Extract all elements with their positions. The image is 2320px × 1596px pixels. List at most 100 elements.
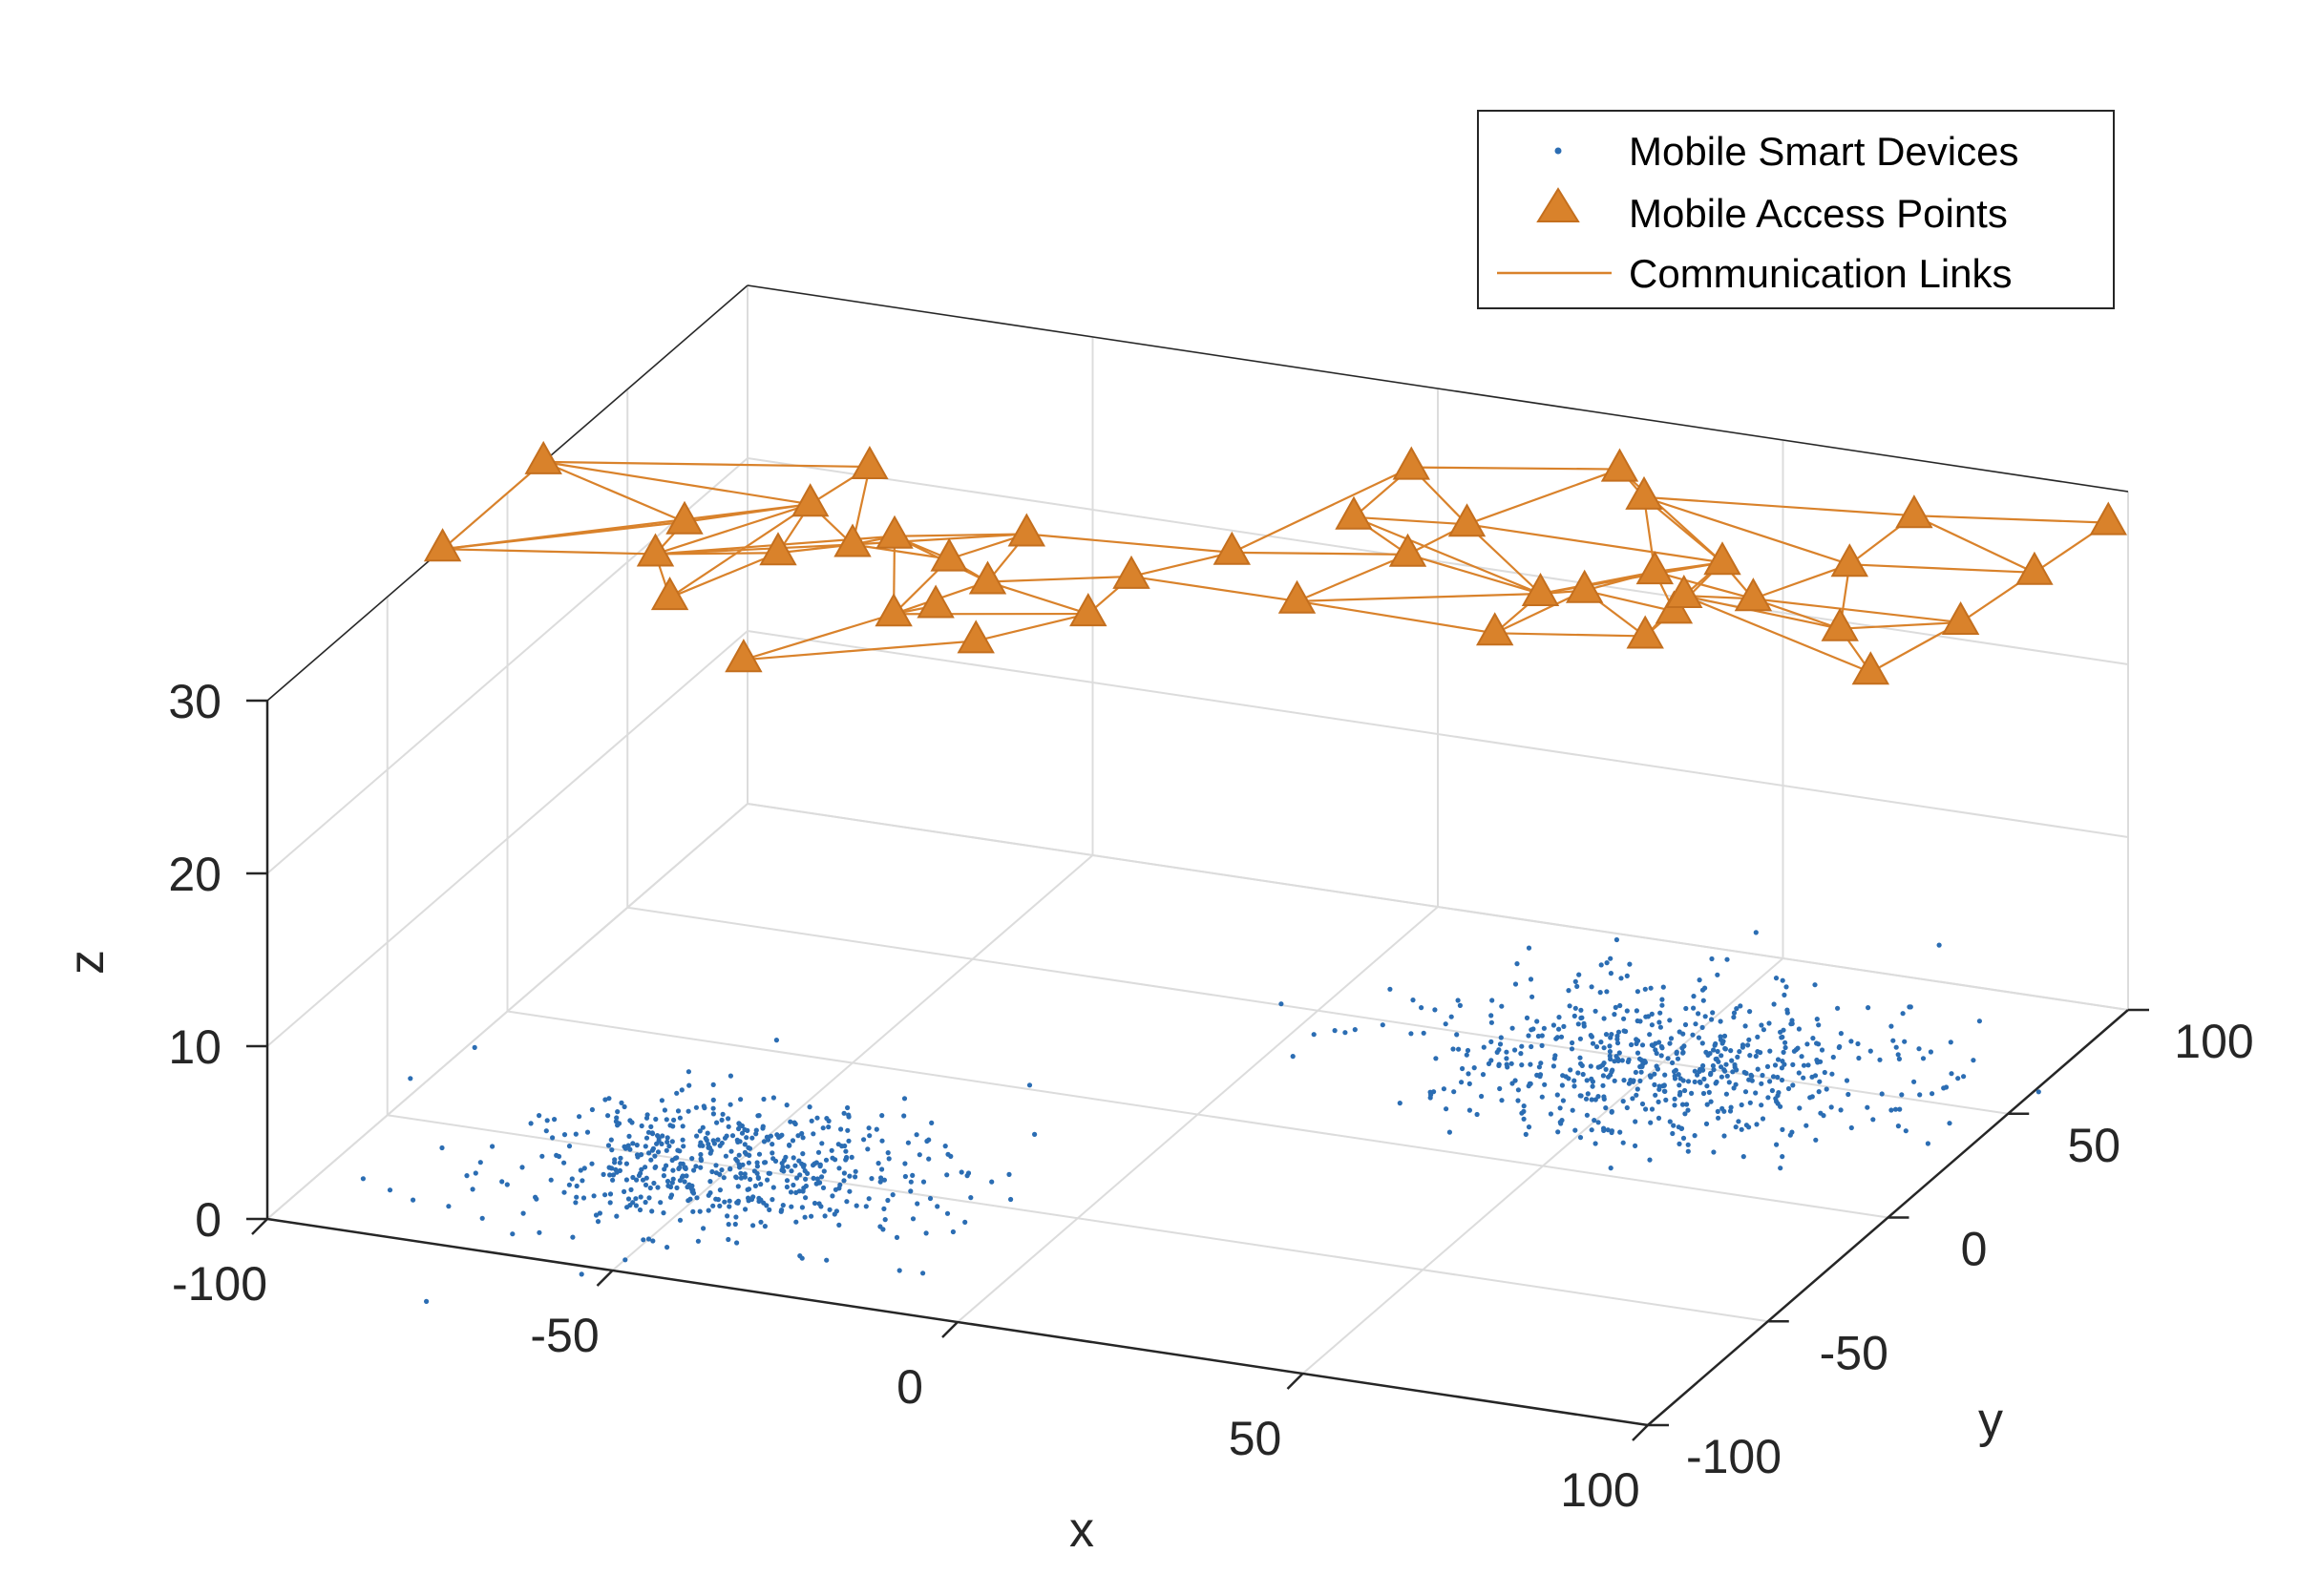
device-point: [879, 1138, 885, 1144]
device-point: [1949, 1071, 1954, 1077]
device-point: [1601, 1045, 1607, 1051]
device-point: [800, 1151, 806, 1157]
device-point: [1738, 1003, 1743, 1009]
device-point: [1928, 1049, 1933, 1055]
device-point: [700, 1143, 706, 1148]
device-point: [764, 1203, 770, 1208]
device-point: [742, 1142, 748, 1147]
device-point: [1508, 1060, 1514, 1066]
device-point: [1518, 1051, 1524, 1057]
device-point: [1778, 1103, 1783, 1109]
device-point: [608, 1137, 614, 1143]
communication-link: [1752, 563, 1850, 600]
device-point: [539, 1153, 545, 1159]
device-point: [684, 1173, 689, 1179]
communication-link: [1466, 468, 1620, 526]
device-point: [1657, 1024, 1663, 1030]
communication-link: [1849, 563, 2035, 574]
device-point: [1006, 1171, 1012, 1177]
access-point-marker: [665, 500, 704, 535]
device-point: [1670, 1130, 1676, 1137]
device-point: [747, 1152, 752, 1158]
device-point: [1577, 1036, 1583, 1041]
device-point: [1920, 1056, 1927, 1061]
device-point: [1699, 987, 1706, 993]
device-point: [1608, 1166, 1613, 1171]
device-point: [1630, 1096, 1635, 1102]
device-point: [1704, 1102, 1710, 1107]
device-point: [1709, 1017, 1715, 1022]
device-point: [1578, 1007, 1584, 1013]
device-point: [2035, 1089, 2041, 1095]
device-point: [1639, 1063, 1645, 1069]
device-point: [869, 1176, 875, 1182]
device-point: [726, 1236, 731, 1243]
device-point: [1633, 1143, 1638, 1148]
device-point: [770, 1197, 775, 1203]
x-tick-mark: [1286, 1373, 1304, 1390]
device-point: [1895, 1052, 1901, 1058]
device-point: [1311, 1032, 1317, 1038]
device-point: [652, 1153, 658, 1159]
device-point: [1637, 1018, 1643, 1024]
x-tick-label: -50: [530, 1309, 599, 1362]
device-point: [736, 1152, 742, 1158]
access-point-marker: [833, 523, 872, 557]
device-point: [926, 1156, 932, 1162]
device-point: [548, 1177, 554, 1183]
device-point: [677, 1165, 683, 1170]
device-point: [1614, 1037, 1620, 1042]
device-point: [674, 1185, 680, 1190]
device-point: [689, 1156, 695, 1162]
device-point: [717, 1143, 723, 1148]
device-point: [1498, 1035, 1504, 1040]
device-point: [1521, 1116, 1527, 1122]
device-point: [658, 1200, 664, 1206]
device-point: [593, 1212, 600, 1218]
device-point: [662, 1166, 667, 1172]
device-point: [1589, 1097, 1594, 1102]
device-point: [758, 1219, 764, 1225]
device-point: [1600, 1073, 1606, 1079]
device-point: [686, 1082, 692, 1088]
device-point: [1656, 1083, 1662, 1089]
device-point: [1496, 1047, 1502, 1053]
device-point: [1512, 981, 1519, 987]
device-point: [1538, 1060, 1544, 1066]
device-point: [580, 1178, 585, 1184]
device-point: [1654, 1050, 1659, 1057]
device-point: [1598, 962, 1604, 968]
device-point: [1668, 1036, 1675, 1041]
device-point: [1605, 1127, 1611, 1133]
communication-link: [1130, 575, 1297, 602]
device-point: [1755, 1066, 1761, 1072]
device-point: [767, 1170, 773, 1176]
device-point: [1660, 984, 1666, 990]
device-point: [671, 1117, 677, 1123]
device-point: [607, 1191, 614, 1197]
device-point: [1567, 1003, 1572, 1009]
device-point: [1740, 1044, 1745, 1050]
device-point: [1428, 1092, 1434, 1098]
device-point: [707, 1144, 713, 1150]
device-point: [820, 1185, 827, 1190]
device-point: [1930, 1091, 1935, 1097]
device-point: [1670, 1060, 1676, 1065]
device-point: [794, 1175, 800, 1181]
device-point: [1867, 1048, 1873, 1054]
device-point: [706, 1192, 711, 1198]
device-point: [638, 1194, 643, 1200]
device-point: [681, 1144, 686, 1149]
device-point: [665, 1183, 671, 1188]
device-point: [624, 1205, 630, 1210]
device-point: [1711, 1149, 1717, 1155]
device-point: [1747, 1100, 1753, 1105]
device-point: [1797, 1105, 1803, 1111]
device-point: [1680, 1135, 1687, 1141]
device-point: [1566, 988, 1571, 994]
device-point: [807, 1104, 812, 1110]
device-point: [670, 1124, 676, 1129]
device-point: [754, 1164, 761, 1169]
device-point: [1584, 1078, 1590, 1083]
device-point: [439, 1144, 445, 1151]
